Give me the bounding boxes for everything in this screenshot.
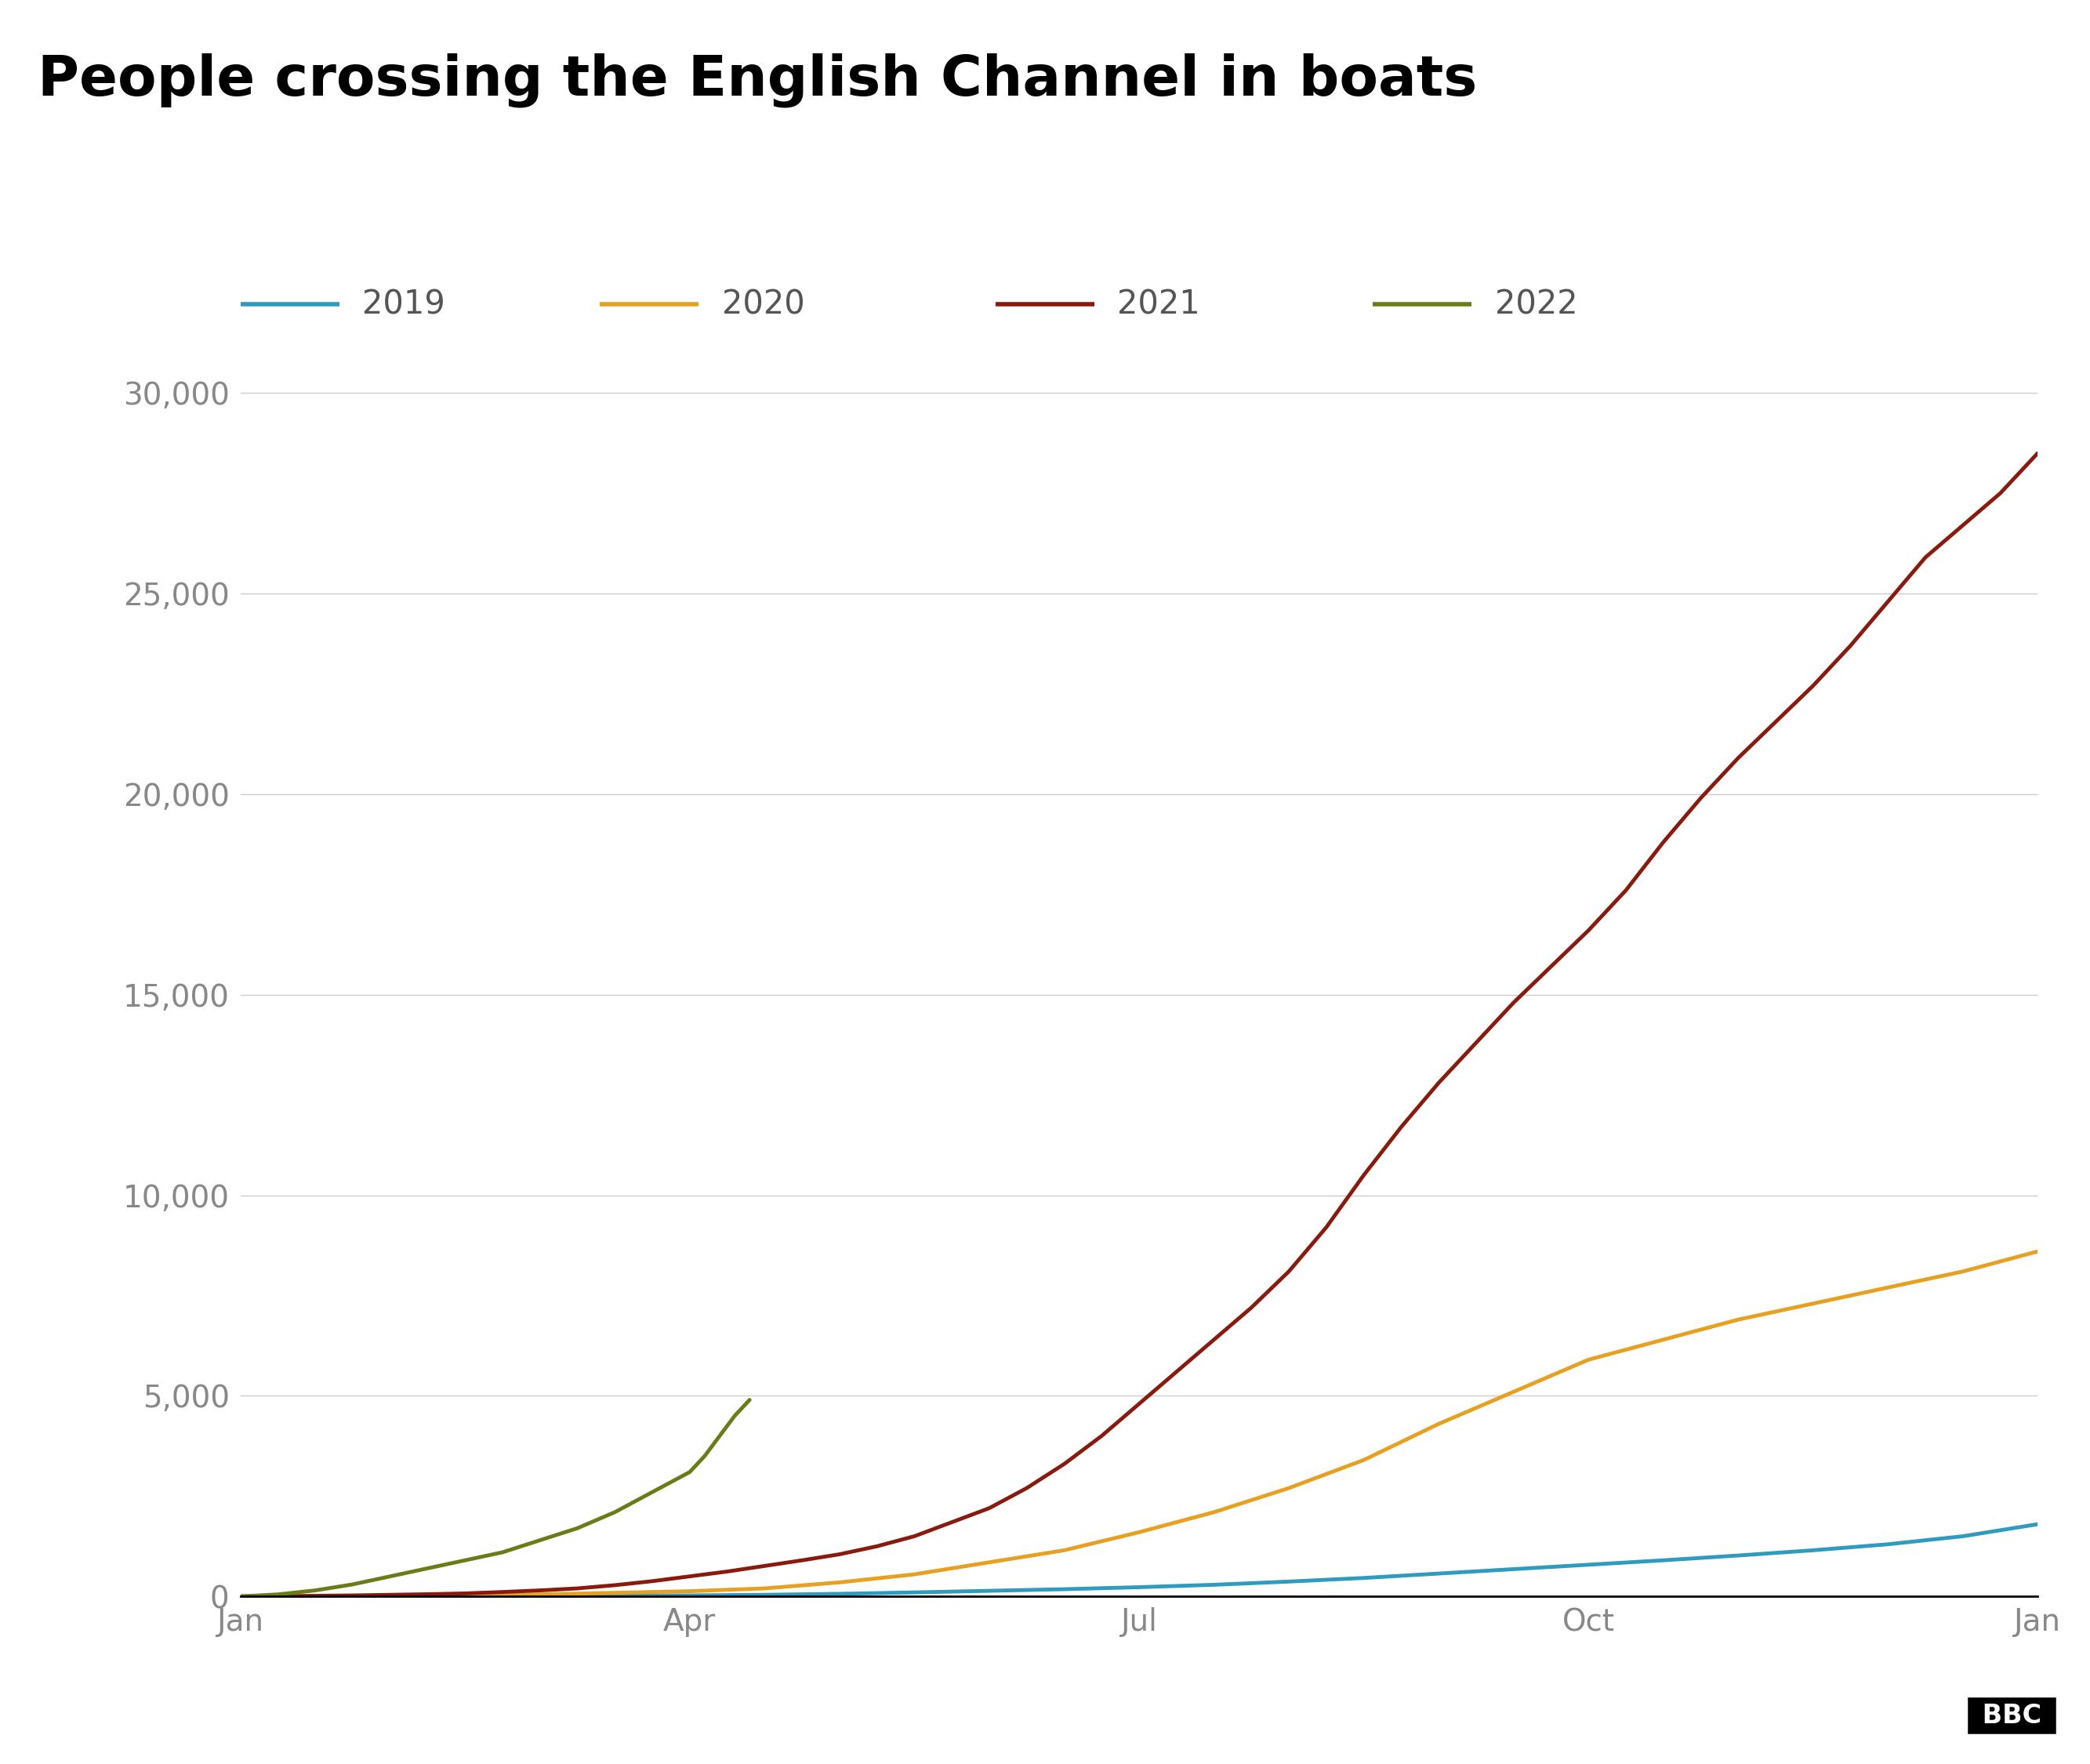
Text: Source: BBC research/Home Office, latest data to 12 Apr: Source: BBC research/Home Office, latest… [38,1704,715,1727]
Text: 2022: 2022 [1494,288,1578,321]
Text: BBC: BBC [1973,1702,2050,1729]
Text: 2020: 2020 [721,288,805,321]
Text: 2021: 2021 [1118,288,1200,321]
Text: People crossing the English Channel in boats: People crossing the English Channel in b… [38,53,1478,108]
Text: 2019: 2019 [362,288,445,321]
